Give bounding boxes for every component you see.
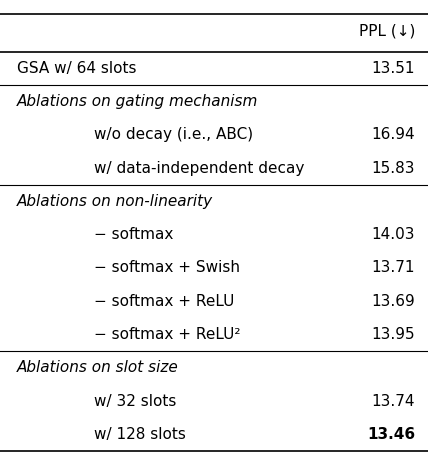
Text: 13.71: 13.71	[372, 261, 415, 275]
Text: 13.95: 13.95	[372, 327, 415, 342]
Text: PPL (↓): PPL (↓)	[359, 24, 415, 38]
Text: 13.74: 13.74	[372, 394, 415, 408]
Text: 14.03: 14.03	[372, 227, 415, 242]
Text: − softmax + ReLU: − softmax + ReLU	[94, 294, 235, 309]
Text: 16.94: 16.94	[372, 128, 415, 142]
Text: GSA w/ 64 slots: GSA w/ 64 slots	[17, 61, 137, 76]
Text: w/ data-independent decay: w/ data-independent decay	[94, 161, 305, 176]
Text: 13.46: 13.46	[367, 427, 415, 442]
Text: 13.51: 13.51	[372, 61, 415, 76]
Text: Ablations on non-linearity: Ablations on non-linearity	[17, 194, 213, 209]
Text: Ablations on slot size: Ablations on slot size	[17, 360, 179, 375]
Text: 13.69: 13.69	[372, 294, 415, 309]
Text: − softmax + ReLU²: − softmax + ReLU²	[94, 327, 241, 342]
Text: 15.83: 15.83	[372, 161, 415, 176]
Text: w/o decay (i.e., ABC): w/o decay (i.e., ABC)	[94, 128, 253, 142]
Text: Ablations on gating mechanism: Ablations on gating mechanism	[17, 94, 259, 109]
Text: w/ 128 slots: w/ 128 slots	[94, 427, 186, 442]
Text: w/ 32 slots: w/ 32 slots	[94, 394, 176, 408]
Text: − softmax: − softmax	[94, 227, 173, 242]
Text: − softmax + Swish: − softmax + Swish	[94, 261, 240, 275]
